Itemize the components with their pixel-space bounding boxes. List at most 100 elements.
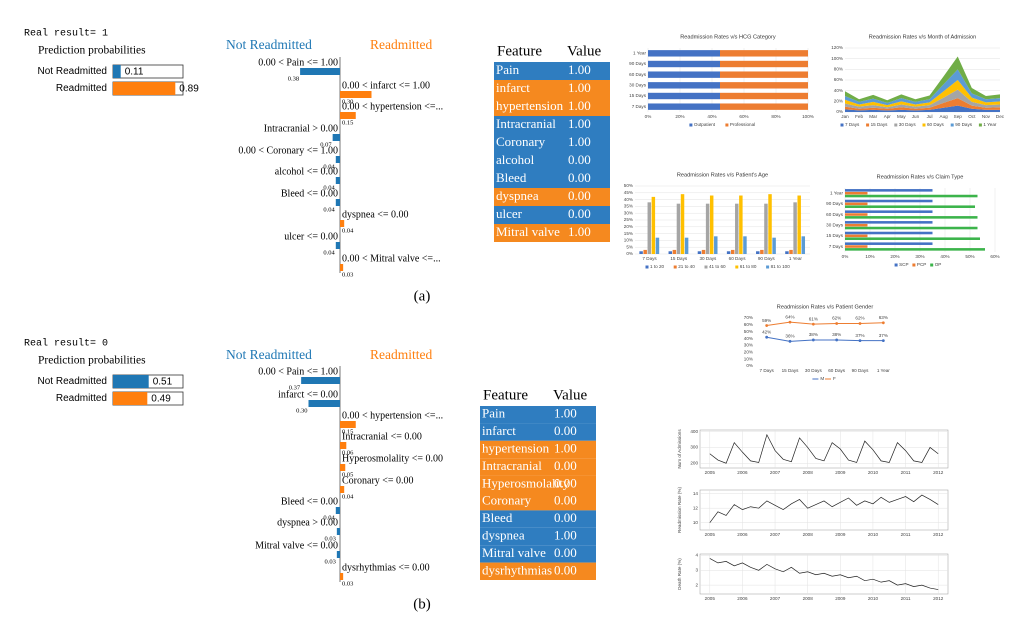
legend-swatch	[725, 123, 729, 127]
table-row	[480, 562, 596, 580]
x-tick-label: 2006	[737, 596, 748, 601]
table-row	[494, 62, 610, 80]
weight-label: 0.06	[342, 449, 354, 456]
table-row	[480, 440, 596, 459]
y-tick-label: 4	[695, 553, 698, 558]
line	[709, 494, 939, 523]
bar	[668, 251, 673, 254]
x-tick-label: Sep	[954, 114, 963, 119]
bar	[639, 251, 643, 254]
y-tick-label: 14	[693, 491, 699, 496]
weight-label: 0.03	[342, 580, 353, 587]
bar	[701, 249, 706, 254]
table-cell: 0.00	[568, 152, 591, 167]
x-tick-label: 1 Year	[789, 256, 802, 261]
bar	[772, 237, 776, 254]
y-axis-label: Death Rate (%)	[677, 558, 682, 590]
probability-bar	[113, 65, 121, 78]
y-tick-label: 100%	[831, 56, 843, 61]
legend-label: Professional	[730, 122, 755, 127]
weight-bar	[340, 112, 356, 119]
table-cell: 0.00	[554, 510, 577, 525]
table-row	[494, 188, 610, 206]
table-cell: Hyperosmolality	[482, 475, 570, 490]
bar	[785, 251, 789, 254]
x-tick-label: 60 Days	[729, 256, 747, 261]
chart-title: Readmission Rates v/s Claim Type	[877, 174, 964, 180]
table-row	[494, 116, 610, 134]
class-label: Readmitted	[56, 83, 107, 94]
weight-bar	[335, 199, 340, 206]
value-label: 64%	[785, 314, 794, 319]
value-label: 42%	[762, 329, 771, 334]
table-cell: 1.00	[554, 440, 577, 455]
feature-condition: 0.00 < Pain <= 1.00	[258, 57, 338, 68]
bar	[720, 82, 808, 89]
x-tick-label: Oct	[968, 114, 976, 119]
y-tick-label: 120%	[831, 45, 843, 50]
line	[709, 433, 939, 464]
x-tick-label: Dec	[996, 114, 1005, 119]
y-tick-label: 60%	[744, 322, 753, 327]
table-row	[494, 224, 610, 242]
x-tick-label: 2008	[803, 596, 814, 601]
marker	[835, 322, 839, 325]
table-cell: 1.00	[568, 62, 591, 77]
x-tick-label: 50%	[965, 254, 974, 259]
legend-swatch	[912, 263, 916, 267]
y-tick-label: 30%	[744, 343, 753, 348]
x-tick-label: 2006	[737, 532, 748, 537]
table-header: Feature	[483, 387, 528, 403]
value-label: 37%	[879, 333, 888, 338]
prediction-title: Prediction probabilities	[38, 45, 146, 57]
marker	[881, 339, 885, 343]
table-cell: 1.00	[554, 406, 577, 421]
marker	[765, 324, 769, 327]
weight-bar	[340, 220, 345, 227]
bar	[680, 194, 685, 254]
marker	[858, 339, 862, 343]
legend-label: 41 to 60	[709, 264, 726, 269]
legend-label: PCP	[917, 262, 926, 267]
weight-bar	[340, 464, 346, 471]
plot-frame	[699, 489, 949, 531]
weight-label: 0.04	[323, 184, 335, 191]
feature-condition: 0.00 < Coronary <= 1.00	[238, 145, 338, 156]
feature-condition: Coronary <= 0.00	[342, 475, 414, 486]
plot-frame	[699, 553, 949, 595]
feature-condition: dysrhythmias <= 0.00	[342, 562, 430, 573]
bar	[655, 237, 660, 254]
line	[709, 558, 939, 590]
y-tick-label: 30%	[624, 210, 633, 215]
weight-label: 0.15	[342, 428, 353, 435]
x-tick-label: 2010	[868, 596, 879, 601]
bar	[697, 251, 702, 254]
weight-bar	[335, 177, 340, 184]
bar	[672, 249, 677, 254]
weight-bar	[301, 377, 340, 384]
table-cell: 1.00	[568, 98, 591, 113]
bar	[768, 194, 772, 254]
x-tick-label: 30 Days	[699, 256, 717, 261]
x-tick-label: 0%	[645, 114, 652, 119]
legend-swatch	[689, 123, 693, 127]
y-tick-label: 80%	[834, 67, 843, 72]
table-row	[480, 475, 596, 493]
table-cell: Pain	[482, 406, 506, 421]
bar	[648, 71, 720, 78]
bar	[845, 202, 868, 206]
class-name: Not Readmitted	[226, 347, 312, 362]
table-row	[480, 493, 596, 511]
x-tick-label: Feb	[855, 114, 863, 119]
x-tick-label: Mar	[869, 114, 877, 119]
y-tick-label: 50%	[624, 183, 633, 188]
legend-label: 30 Days	[899, 122, 917, 127]
x-tick-label: 2009	[835, 596, 846, 601]
feature-condition: Intracranial <= 0.00	[342, 431, 422, 442]
marker	[835, 338, 839, 342]
y-tick-label: 20%	[624, 224, 633, 229]
bar	[845, 213, 868, 216]
x-tick-label: 100%	[802, 114, 814, 119]
weight-bar	[340, 91, 372, 98]
table-cell: 1.00	[568, 224, 591, 239]
